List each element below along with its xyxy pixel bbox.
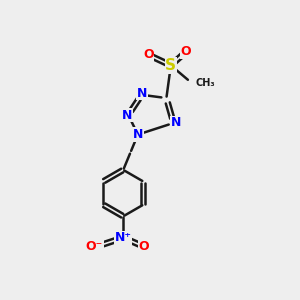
Text: N: N	[136, 87, 147, 100]
Text: CH₃: CH₃	[196, 78, 215, 88]
Text: O: O	[180, 46, 191, 59]
Text: O: O	[143, 49, 154, 62]
Text: N: N	[122, 109, 132, 122]
Text: N: N	[171, 116, 181, 130]
Text: S: S	[165, 58, 176, 73]
Text: N: N	[133, 128, 143, 141]
Text: O⁻: O⁻	[86, 239, 103, 253]
Text: N⁺: N⁺	[115, 231, 132, 244]
Text: O: O	[139, 239, 149, 253]
